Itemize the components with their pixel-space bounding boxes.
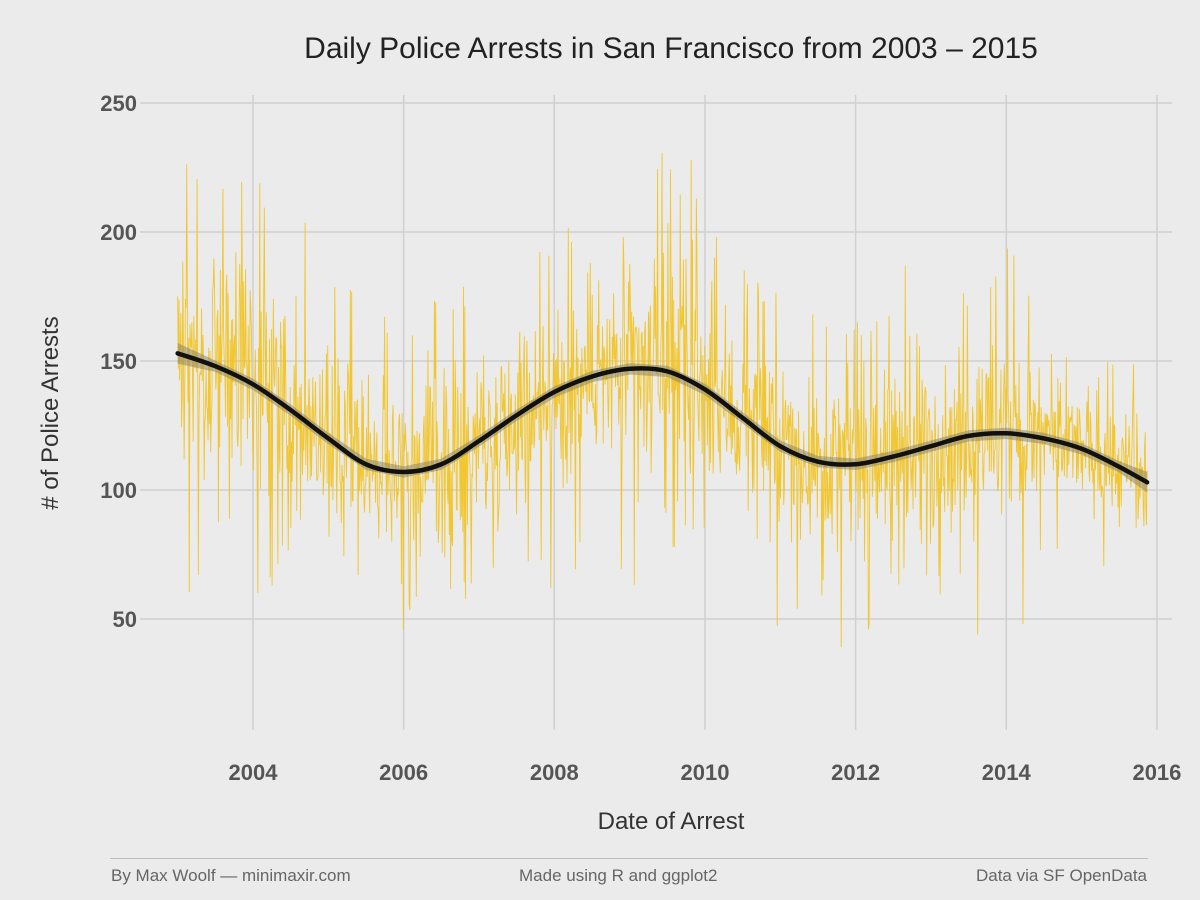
y-tick-label: 250 xyxy=(100,91,137,116)
y-tick-label: 50 xyxy=(113,607,137,632)
y-axis-label: # of Police Arrests xyxy=(37,316,64,509)
x-tick-label: 2010 xyxy=(680,760,729,785)
x-tick-labels: 2004 2006 2008 2010 2012 2014 2016 xyxy=(229,760,1182,785)
footer-tools: Made using R and ggplot2 xyxy=(519,866,718,885)
x-tick-label: 2014 xyxy=(982,760,1032,785)
x-axis-label: Date of Arrest xyxy=(598,808,745,835)
y-tick-label: 100 xyxy=(100,478,137,503)
panel-background xyxy=(140,85,1172,730)
footer-credit: By Max Woolf — minimaxir.com xyxy=(111,866,351,885)
daily-arrests-series xyxy=(177,152,1148,648)
x-tick-label: 2006 xyxy=(379,760,428,785)
y-tick-label: 200 xyxy=(100,220,137,245)
y-tick-labels: 50 100 150 200 250 xyxy=(100,91,137,632)
x-tick-label: 2004 xyxy=(229,760,279,785)
daily-arrests-line xyxy=(177,152,1148,648)
footer-divider xyxy=(110,858,1148,859)
x-tick-label: 2016 xyxy=(1132,760,1181,785)
x-tick-label: 2012 xyxy=(831,760,880,785)
chart-title: Daily Police Arrests in San Francisco fr… xyxy=(304,32,1038,65)
footer-source: Data via SF OpenData xyxy=(975,866,1147,885)
x-tick-label: 2008 xyxy=(530,760,579,785)
smooth-trend-line xyxy=(175,351,1150,485)
y-tick-label: 150 xyxy=(100,349,137,374)
